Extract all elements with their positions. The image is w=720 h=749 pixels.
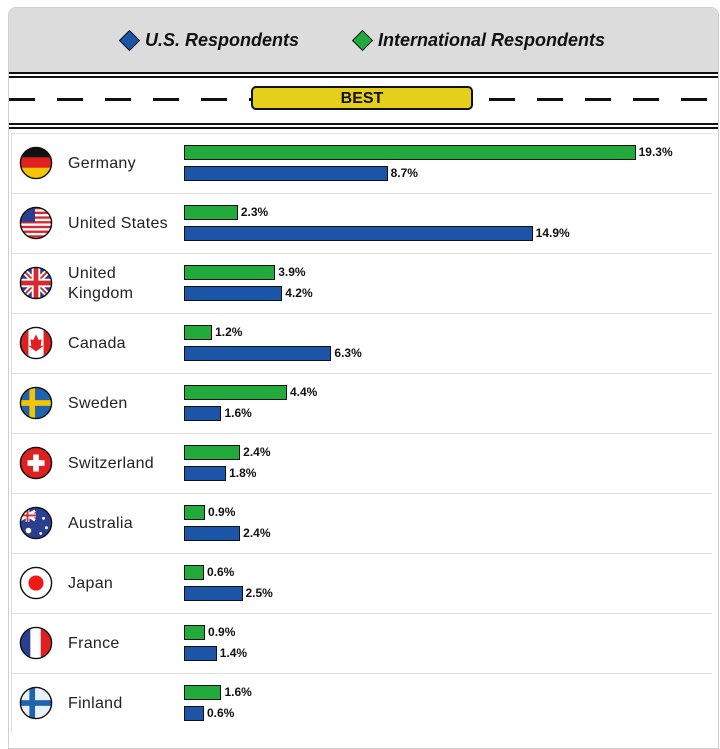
data-label: 4.2% <box>285 286 313 300</box>
usa-flag-icon <box>19 206 53 240</box>
international-bar <box>184 325 213 340</box>
chart-row: Australia 0.9% 2.4% <box>12 493 712 553</box>
category-label: Canada <box>68 334 126 352</box>
data-label: 4.4% <box>289 385 318 399</box>
legend: U.S. Respondents International Responden… <box>9 8 718 72</box>
category-label: United States <box>68 214 168 232</box>
data-label: 2.3% <box>240 205 269 219</box>
green-diamond-icon <box>351 29 374 51</box>
international-bar <box>184 145 636 160</box>
switzerland-flag-icon <box>19 446 53 480</box>
data-label: 2.5% <box>245 586 273 600</box>
us-bar <box>184 706 204 721</box>
data-label: 0.9% <box>208 625 236 639</box>
chart-row: United States 2.3% 14.9% <box>12 193 712 253</box>
data-label: 1.8% <box>229 466 257 480</box>
chart-row: France 0.9% 1.4% <box>12 613 712 673</box>
international-bar <box>184 205 238 220</box>
sweden-flag-icon <box>19 386 53 420</box>
data-label: 1.6% <box>224 685 252 699</box>
us-bar <box>184 406 222 421</box>
japan-flag-icon <box>19 566 53 600</box>
chart-row: Japan 0.6% 2.5% <box>12 553 712 613</box>
us-bar <box>184 586 243 601</box>
category-label: Australia <box>68 514 133 532</box>
germany-flag-icon <box>19 146 53 180</box>
legend-label: International Respondents <box>378 29 606 50</box>
data-label: 0.9% <box>208 505 236 519</box>
data-label: 6.3% <box>334 346 362 360</box>
legend-item-us: U.S. Respondents <box>118 29 299 51</box>
us-bar <box>184 286 283 301</box>
chart-panel: U.S. Respondents International Responden… <box>8 7 719 749</box>
blue-diamond-icon <box>118 29 141 51</box>
legend-label: U.S. Respondents <box>144 29 299 50</box>
us-bar <box>184 346 332 361</box>
chart-rows: Germany 19.3% 8.7% United States 2.3% 14.9% Un… <box>11 133 712 733</box>
chart-row: Switzerland 2.4% 1.8% <box>12 433 712 493</box>
us-bar <box>184 526 241 541</box>
international-bar <box>184 625 206 640</box>
data-label: 19.3% <box>638 145 673 159</box>
finland-flag-icon <box>19 686 53 720</box>
france-flag-icon <box>19 626 53 660</box>
section-divider: BEST <box>9 72 718 129</box>
data-label: 2.4% <box>243 445 271 459</box>
data-label: 8.7% <box>390 166 418 180</box>
data-label: 0.6% <box>207 706 235 720</box>
legend-item-international: International Respondents <box>351 29 606 51</box>
international-bar <box>184 265 276 280</box>
international-bar <box>184 685 222 700</box>
category-label: Finland <box>68 694 123 712</box>
category-label: Germany <box>68 154 136 172</box>
chart-row: Germany 19.3% 8.7% <box>12 133 712 193</box>
us-bar <box>184 166 388 181</box>
chart-row: Finland 1.6% 0.6% <box>12 673 712 733</box>
category-label: France <box>68 634 120 652</box>
data-label: 3.9% <box>278 265 306 279</box>
chart-row: Sweden 4.4% 1.6% <box>12 373 712 433</box>
uk-flag-icon <box>19 266 53 300</box>
category-label: United Kingdom <box>68 264 134 302</box>
us-bar <box>184 226 533 241</box>
international-bar <box>184 565 204 580</box>
canada-flag-icon <box>19 326 53 360</box>
category-label: Sweden <box>68 394 128 412</box>
international-bar <box>184 445 241 460</box>
data-label: 2.4% <box>243 526 271 540</box>
data-label: 0.6% <box>207 565 235 579</box>
data-label: 1.4% <box>219 646 248 660</box>
category-label: Switzerland <box>68 454 155 472</box>
data-label: 1.2% <box>215 325 243 339</box>
us-bar <box>184 466 227 481</box>
section-label: BEST <box>251 86 473 110</box>
chart-row: Canada 1.2% 6.3% <box>12 313 712 373</box>
international-bar <box>184 505 206 520</box>
us-bar <box>184 646 217 661</box>
australia-flag-icon <box>19 506 53 540</box>
data-label: 14.9% <box>535 226 570 240</box>
data-label: 1.6% <box>224 406 252 420</box>
category-label: Japan <box>68 574 114 592</box>
chart-row: United Kingdom 3.9% 4.2% <box>12 253 712 313</box>
international-bar <box>184 385 287 400</box>
